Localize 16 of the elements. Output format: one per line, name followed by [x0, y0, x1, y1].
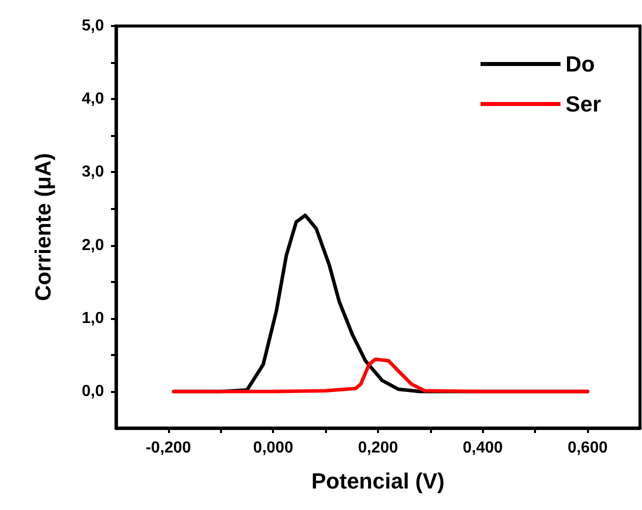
x-tick-label: 0,000 [253, 440, 294, 456]
line-series [172, 358, 590, 394]
legend-label: Ser [566, 92, 602, 116]
y-tick-label: 4,0 [82, 90, 104, 108]
y-tick-label: 5,0 [82, 18, 104, 34]
x-tick-label: 0,600 [568, 440, 608, 456]
x-tick-label: 0,200 [358, 440, 398, 456]
x-tick-label: -0,200 [146, 440, 192, 456]
y-tick-label: 2,0 [82, 236, 104, 254]
y-tick-label: 1,0 [82, 310, 104, 327]
x-tick-label: 0,400 [462, 440, 503, 456]
y-tick-label: 3,0 [82, 164, 104, 181]
y-axis-title: Corriente (μA) [30, 153, 56, 301]
x-axis-title: Potencial (V) [311, 468, 445, 494]
y-tick-label: 0,0 [82, 382, 104, 400]
legend-label: Do [566, 52, 595, 76]
